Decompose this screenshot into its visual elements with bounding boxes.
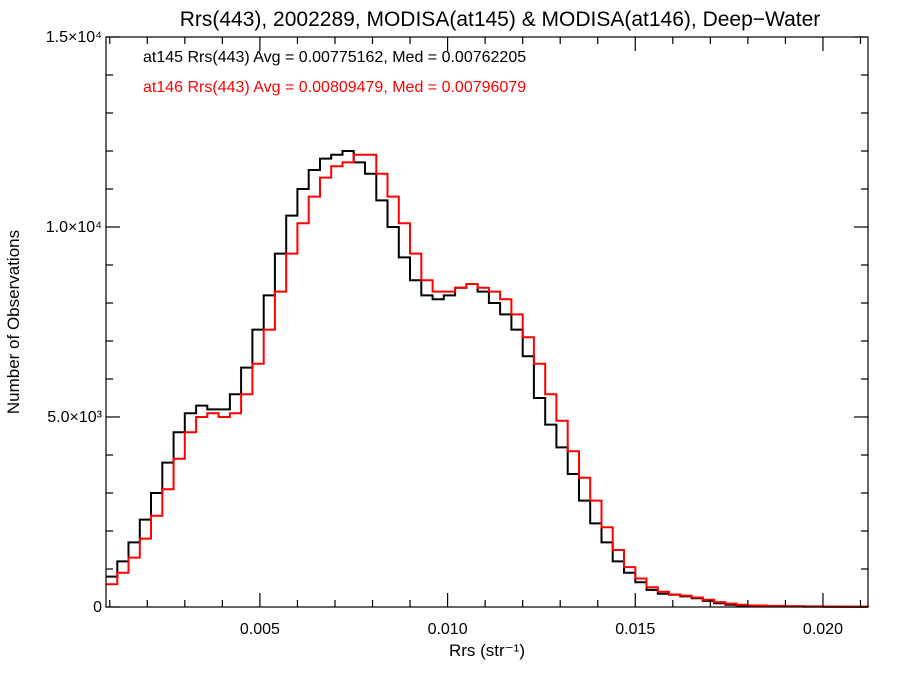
y-tick-label: 1.0×10⁴ bbox=[46, 219, 102, 236]
y-tick-label: 0 bbox=[93, 599, 102, 616]
x-axis-label: Rrs (str⁻¹) bbox=[449, 641, 525, 660]
x-tick-label: 0.020 bbox=[803, 621, 843, 638]
at145-stats-annotation: at145 Rrs(443) Avg = 0.00775162, Med = 0… bbox=[143, 49, 526, 66]
x-tick-label: 0.015 bbox=[615, 621, 655, 638]
y-tick-label: 5.0×10³ bbox=[47, 409, 102, 426]
at146-stats-annotation: at146 Rrs(443) Avg = 0.00809479, Med = 0… bbox=[143, 79, 526, 96]
x-tick-label: 0.005 bbox=[240, 621, 280, 638]
x-tick-label: 0.010 bbox=[428, 621, 468, 638]
series-line-0 bbox=[106, 150, 869, 608]
y-tick-label: 1.5×10⁴ bbox=[46, 29, 102, 46]
tick-layer: 0.005 0.010 0.015 0.020 0 5.0×10³ 1.0×10⁴ 1.5×1… bbox=[46, 29, 868, 638]
y-axis-label: Number of Observations bbox=[4, 230, 23, 414]
series-line-1 bbox=[106, 153, 869, 608]
plot-frame bbox=[105, 36, 869, 608]
chart-title: Rrs(443), 2002289, MODISA(at145) & MODIS… bbox=[180, 8, 821, 31]
series-layer bbox=[106, 150, 869, 608]
